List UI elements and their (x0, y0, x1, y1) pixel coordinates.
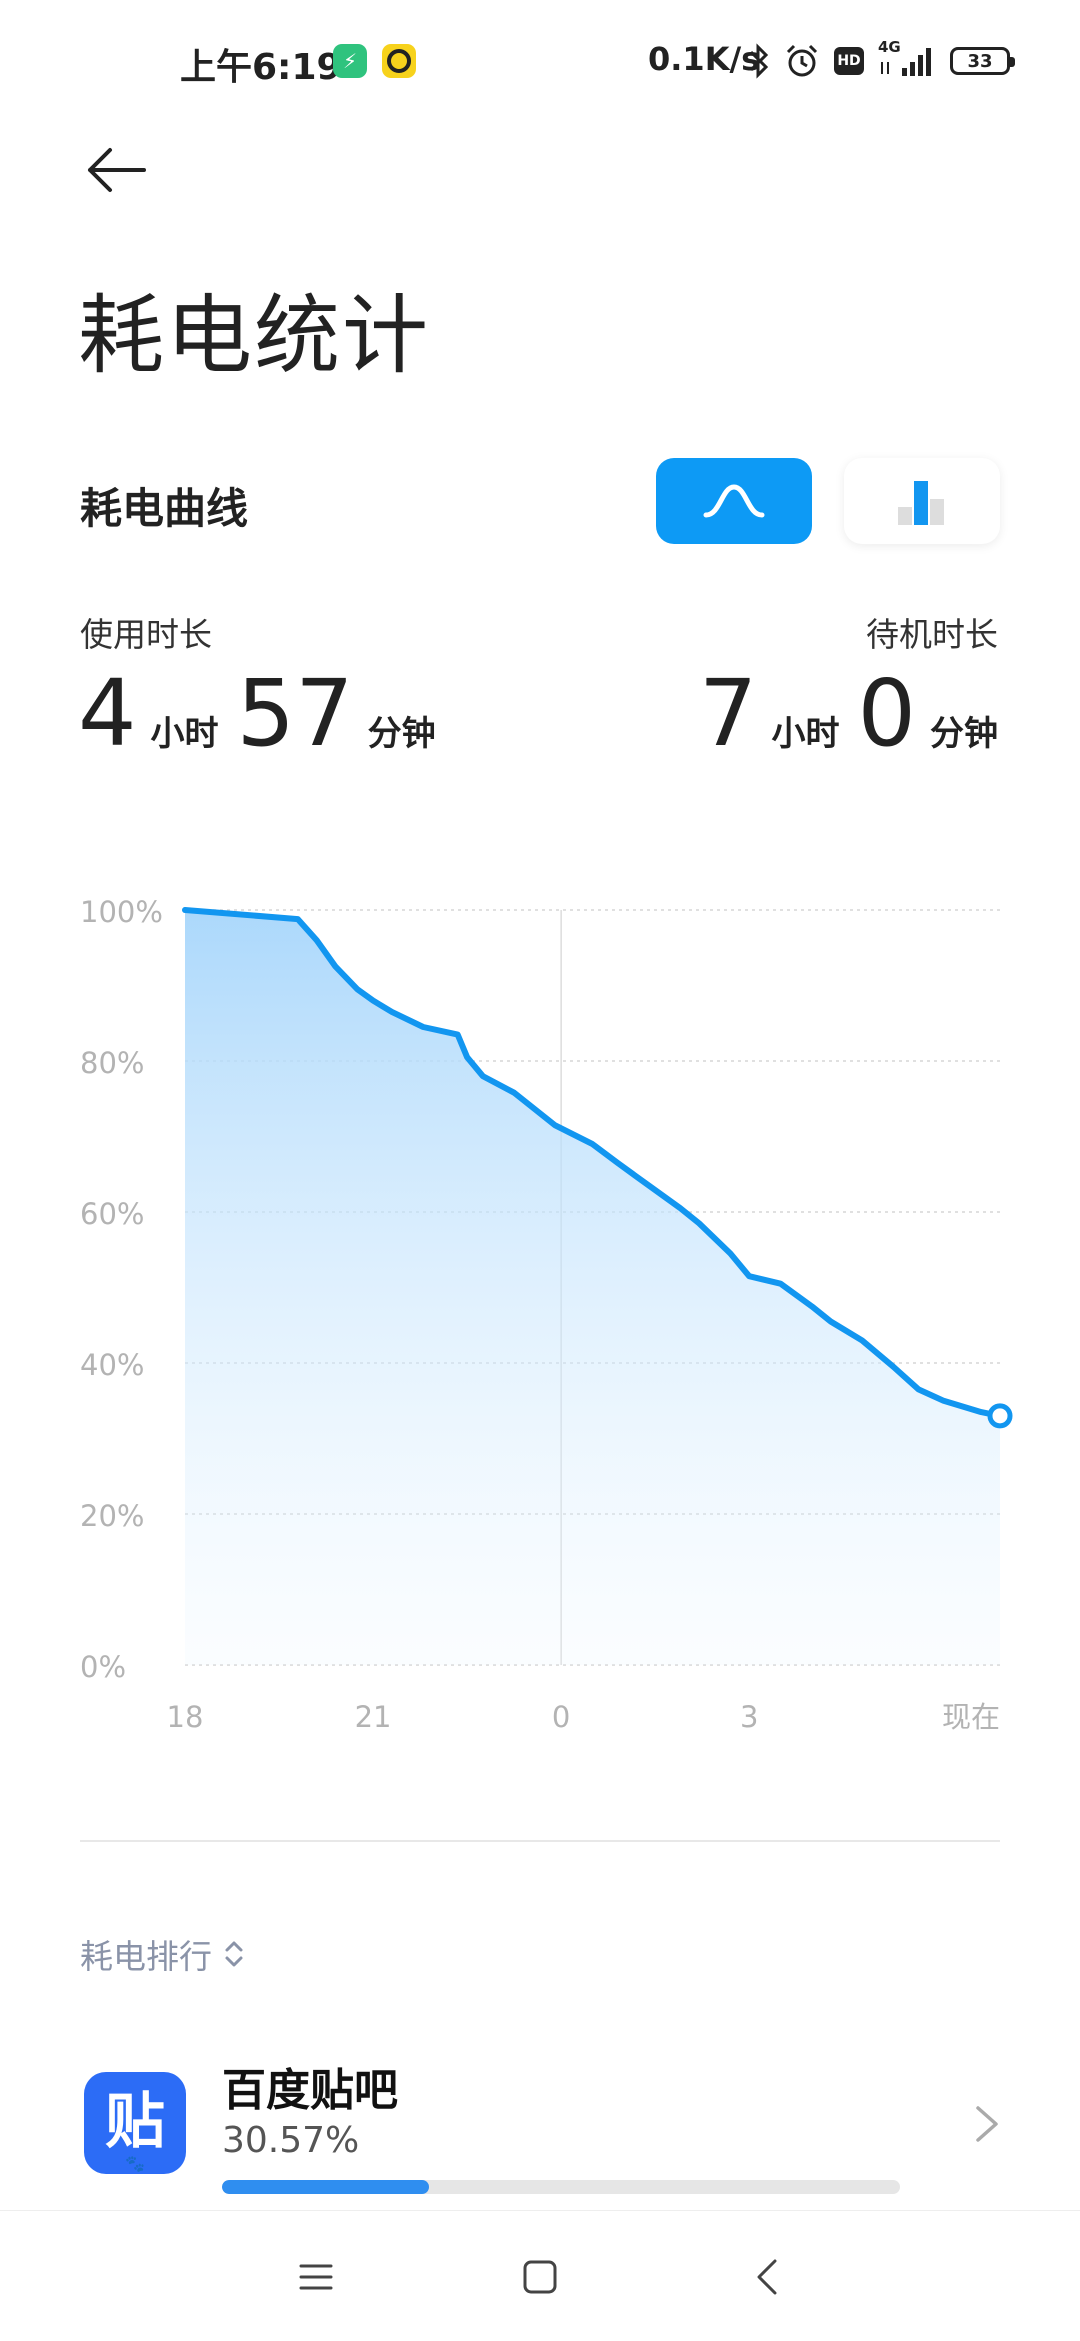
y-tick-label: 60% (80, 1197, 144, 1231)
security-app-icon: ⚡ (333, 44, 367, 78)
usage-minutes: 57 (236, 660, 354, 767)
hour-unit: 小时 (150, 714, 219, 754)
back-icon (757, 2259, 777, 2295)
ranking-title: 耗电排行 (80, 1937, 212, 1976)
home-button[interactable] (510, 2249, 570, 2305)
hour-unit: 小时 (771, 714, 840, 754)
page-title: 耗电统计 (78, 286, 430, 386)
y-tick-label: 100% (80, 895, 163, 929)
arrow-left-icon (88, 148, 146, 192)
bluetooth-icon (749, 43, 769, 79)
minute-unit: 分钟 (930, 714, 998, 754)
paw-icon: 🐾 (125, 2154, 145, 2173)
app-name: 百度贴吧 (222, 2065, 398, 2116)
standby-time-label: 待机时长 (866, 615, 998, 654)
curve-section-title: 耗电曲线 (80, 484, 249, 533)
usage-duration: 4 小时 57 分钟 (78, 668, 436, 760)
tieba-logo-char: 贴 (105, 2087, 165, 2157)
chevron-right-icon (976, 2106, 998, 2142)
section-divider (80, 1840, 1000, 1842)
x-tick-label: 3 (740, 1700, 758, 1734)
ranking-item[interactable]: 贴 🐾 百度贴吧 30.57% (0, 2040, 1080, 2200)
y-tick-label: 20% (80, 1499, 144, 1533)
bar-chart-icon (898, 481, 944, 525)
x-tick-label: 0 (552, 1700, 570, 1734)
usage-progress-bar (222, 2180, 900, 2194)
usage-time-label: 使用时长 (80, 615, 212, 654)
x-tick-label: 现在 (942, 1700, 1000, 1734)
battery-area-fill (185, 910, 1000, 1665)
status-icons: HD 4G 33 (748, 38, 1015, 82)
battery-curve-chart: 100% 80% 60% 40% 20% 0% 18 21 0 3 现在 (80, 895, 1013, 1734)
standby-duration: 7 小时 0 分钟 (699, 668, 998, 760)
network-speed: 0.1K/s (648, 40, 761, 78)
standby-hours: 7 (698, 660, 758, 767)
hd-icon: HD (834, 47, 864, 75)
back-button[interactable] (82, 140, 152, 200)
battery-icon: 33 (950, 47, 1015, 75)
menu-icon (299, 2264, 333, 2290)
navigation-bar (0, 2210, 1080, 2341)
usage-hours: 4 (78, 660, 137, 767)
network-type: 4G (878, 38, 901, 56)
signal-icon: 4G (878, 38, 936, 78)
bar-view-toggle[interactable] (844, 458, 1000, 544)
standby-minutes: 0 (857, 660, 916, 767)
status-bar: 上午6:19 ⚡ 0.1K/s HD 4G 33 (0, 0, 1080, 125)
ranking-sort-toggle[interactable]: 耗电排行 (80, 1930, 246, 1978)
notification-app-icon (382, 44, 416, 78)
menu-button[interactable] (286, 2249, 346, 2305)
curve-icon (703, 484, 765, 518)
current-level-marker (987, 1403, 1013, 1429)
sort-chevron-icon (225, 1941, 243, 1967)
minute-unit: 分钟 (367, 714, 436, 754)
nav-back-button[interactable] (736, 2249, 796, 2305)
y-tick-label: 80% (80, 1046, 144, 1080)
alarm-icon (786, 44, 818, 77)
tieba-app-icon: 贴 🐾 (84, 2072, 186, 2174)
home-icon (523, 2260, 557, 2294)
app-percentage: 30.57% (222, 2120, 360, 2161)
usage-progress-fill (222, 2180, 430, 2194)
status-time: 上午6:19 (180, 47, 342, 88)
y-tick-label: 40% (80, 1348, 144, 1382)
battery-line (182, 907, 1003, 1419)
curve-view-toggle[interactable] (656, 458, 812, 544)
x-tick-label: 21 (355, 1700, 392, 1734)
x-tick-label: 18 (167, 1700, 204, 1734)
y-tick-label: 0% (80, 1650, 126, 1684)
